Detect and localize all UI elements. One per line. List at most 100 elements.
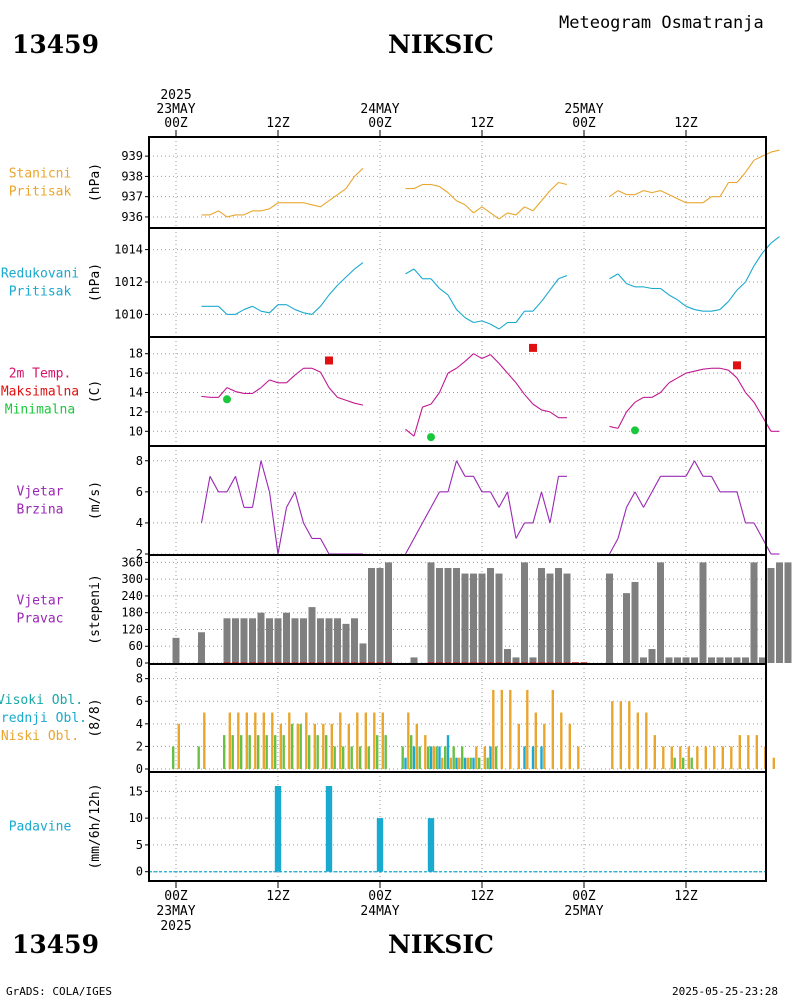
vjetar-pravac-bar (342, 623, 350, 663)
series-line-segment (498, 363, 508, 374)
vjetar-pravac-bar (529, 657, 537, 663)
y-axis-label: (C) (88, 380, 103, 403)
series-line-segment (413, 184, 423, 190)
oblacnost-bar (322, 723, 325, 769)
series-line-segment (685, 460, 695, 477)
series-line-segment (456, 460, 466, 477)
oblacnost-bar (679, 746, 682, 769)
series-line-segment (617, 190, 627, 196)
vjetar-pravac-bar (308, 662, 316, 664)
series-line-segment (617, 411, 627, 429)
max-temp-point (325, 356, 333, 365)
series-line-segment (515, 382, 525, 395)
vjetar-pravac-bar (750, 562, 758, 663)
vjetar-pravac-bar (317, 618, 324, 663)
station-id-bottom: 13459 (12, 930, 99, 959)
panel-frame (148, 136, 767, 229)
oblacnost-bar (687, 746, 690, 769)
vjetar-pravac-bar (487, 567, 494, 663)
oblacnost-bar (755, 735, 758, 769)
oblacnost-bar (577, 746, 580, 769)
series-line-segment (456, 200, 466, 206)
vjetar-pravac-bar (470, 573, 477, 663)
series-line-segment (447, 294, 457, 310)
series-line-segment (634, 190, 644, 196)
oblacnost-bar (568, 723, 571, 769)
vjetar-pravac-bar (249, 662, 256, 664)
vjetar-pravac-bar (266, 662, 273, 664)
y-tick-label: 180 (121, 606, 143, 620)
oblacnost-bar (704, 746, 707, 769)
vjetar-pravac-bar (521, 562, 528, 663)
y-tick-label: 0 (136, 656, 143, 670)
y-tick-label: 0 (136, 865, 143, 879)
series-line-segment (745, 392, 755, 403)
series-line-segment (226, 387, 236, 393)
vjetar-pravac-bar (504, 662, 511, 664)
series-line-segment (490, 491, 500, 508)
vjetar-pravac-bar (648, 649, 656, 663)
series-line-segment (558, 181, 568, 186)
y-tick-label: 938 (121, 169, 143, 183)
series-line-segment (447, 460, 458, 492)
oblacnost-bar (690, 757, 693, 769)
oblacnost-bar (673, 757, 676, 769)
series-line-segment (609, 190, 619, 198)
series-line-segment (456, 361, 466, 369)
vjetar-pravac-bar (283, 612, 290, 663)
oblacnost-bar (262, 712, 265, 769)
series-line-segment (651, 476, 661, 493)
oblacnost-bar (316, 735, 319, 769)
footer-time: 2025-05-25-23:28 (672, 985, 778, 998)
oblacnost-bar (509, 689, 512, 769)
oblacnost-bar (682, 757, 685, 769)
panel-label: Vjetar (17, 594, 64, 609)
oblacnost-bar (418, 746, 421, 769)
oblacnost-bar (359, 746, 362, 769)
oblacnost-bar (772, 757, 775, 769)
y-tick-label: 360 (121, 555, 143, 569)
oblacnost-bar (495, 746, 498, 769)
station-name-bottom: NIKSIC (388, 930, 494, 959)
y-tick-label: 937 (121, 190, 143, 204)
oblacnost-bar (367, 746, 370, 769)
series-line-segment (515, 522, 525, 539)
vjetar-pravac-bar (376, 662, 384, 664)
series-line-segment (626, 491, 636, 508)
y-tick-label: 936 (121, 210, 143, 224)
series-line-segment (269, 304, 279, 314)
vjetar-pravac-bar (427, 562, 435, 663)
product-title: Meteogram Osmatranja (559, 13, 764, 33)
y-tick-label: 16 (129, 366, 143, 380)
panel-label: Redukovani (1, 267, 79, 282)
oblacnost-bar (424, 735, 427, 769)
vjetar-pravac-bar (623, 593, 630, 663)
series-line-segment (260, 460, 271, 492)
oblacnost-bar (333, 746, 336, 769)
series-line-segment (473, 206, 483, 214)
panel-label: Pritisak (9, 185, 72, 200)
vjetar-pravac-bar (478, 662, 486, 664)
series-line-segment (303, 312, 313, 315)
series-line-segment (532, 301, 542, 312)
oblacnost-bar (455, 757, 458, 769)
oblacnost-bar (463, 757, 467, 769)
series-line-segment (736, 491, 747, 524)
panel-label: Vjetar (17, 485, 64, 500)
y-tick-label: 939 (121, 149, 143, 163)
oblacnost-bar (384, 735, 387, 769)
vjetar-pravac-bar (444, 567, 452, 663)
vjetar-pravac-bar (521, 662, 528, 664)
time-label-bottom: 23MAY (156, 904, 195, 919)
oblacnost-bar (299, 723, 302, 769)
y-tick-label: 6 (136, 485, 143, 499)
max-temp-point (733, 361, 741, 370)
vjetar-pravac-bar (657, 562, 664, 663)
series-line-segment (320, 200, 330, 208)
vjetar-pravac-bar (291, 618, 299, 663)
vjetar-pravac-bar (317, 662, 324, 664)
series-line-segment (345, 176, 355, 189)
oblacnost-bar (254, 712, 257, 769)
vjetar-pravac-bar (274, 618, 282, 663)
